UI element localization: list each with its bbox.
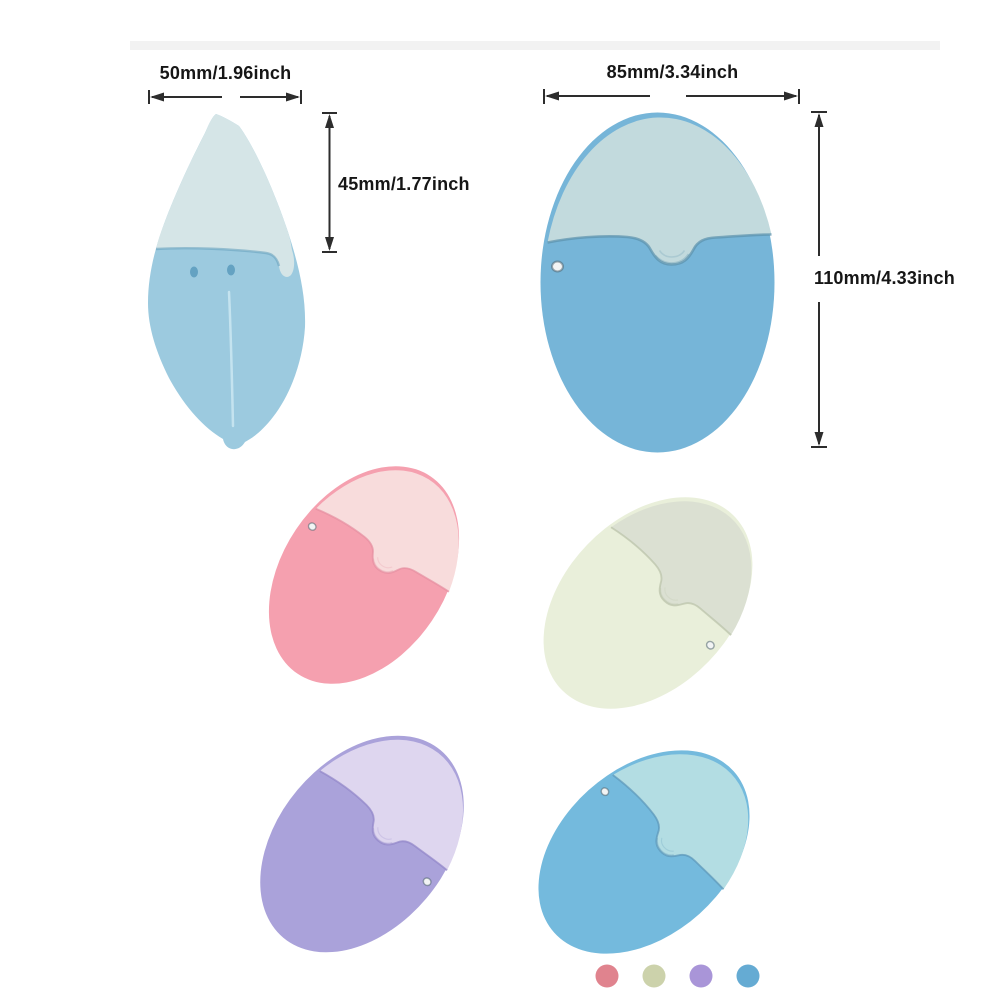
side-egg-center-seam — [227, 290, 235, 428]
egg-pink — [268, 466, 460, 684]
egg-blue — [538, 750, 750, 954]
color-swatch-green — [642, 964, 666, 988]
egg-blue-hanging-hole — [600, 787, 610, 797]
egg-pink-hanging-hole — [307, 522, 317, 531]
egg-front-view-hanging-hole — [551, 260, 564, 273]
egg-variants-group — [260, 112, 775, 954]
dimension-arrow-side-width — [148, 90, 302, 104]
egg-front-view — [540, 112, 775, 453]
egg-purple — [260, 735, 464, 953]
side-egg-vent-dot-right — [227, 264, 235, 276]
dimension-arrow-front-width — [543, 89, 800, 104]
color-swatch-pink — [595, 964, 619, 988]
dimension-label-front-width: 85mm/3.34inch — [606, 62, 739, 82]
dimension-arrow-side-height — [322, 112, 337, 253]
egg-green — [543, 497, 753, 709]
color-swatch-purple — [689, 964, 713, 988]
side-egg-vent-dot-left — [190, 266, 198, 278]
egg-purple-hanging-hole — [422, 877, 432, 887]
color-swatch-row — [595, 964, 760, 988]
color-swatch-blue — [736, 964, 760, 988]
dimension-label-side-height: 45mm/1.77inch — [338, 174, 470, 194]
dimension-label-front-height: 110mm/4.33inch — [814, 268, 955, 288]
top-divider-band — [130, 41, 940, 50]
egg-side-view — [148, 114, 306, 450]
dimension-arrow-front-height — [811, 111, 827, 448]
egg-green-hanging-hole — [705, 640, 715, 650]
dimension-label-side-width: 50mm/1.96inch — [159, 63, 292, 83]
